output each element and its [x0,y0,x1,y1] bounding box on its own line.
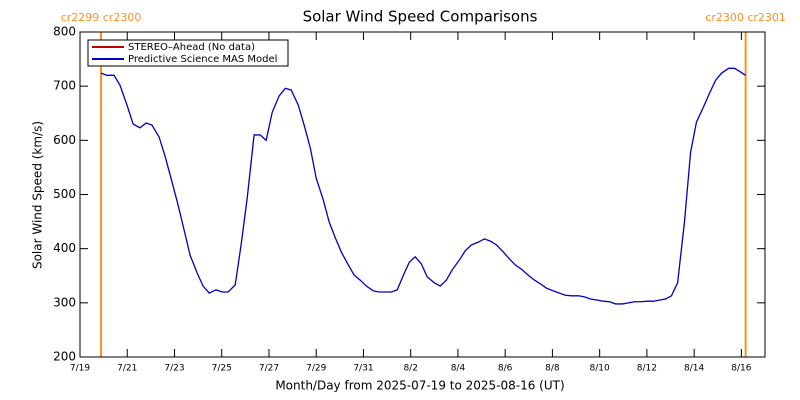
series-line [100,67,746,305]
y-tick-label: 500 [53,187,76,201]
plot-frame [79,31,766,358]
x-tick-label: 8/2 [403,364,417,374]
y-tick-label: 400 [53,241,76,255]
x-tick-label: 7/31 [353,364,373,374]
y-tick-label: 300 [53,295,76,309]
chart-title: Solar Wind Speed Comparisons [303,8,538,26]
x-tick-label: 7/25 [212,364,232,374]
legend-box [87,39,289,67]
carrington-label: cr2299 cr2300 [61,11,142,24]
x-tick-label: 8/12 [637,364,657,374]
x-tick-label: 8/14 [684,364,704,374]
legend-label: Predictive Science MAS Model [128,54,277,65]
carrington-label: cr2300 cr2301 [705,11,786,24]
x-tick-label: 8/10 [590,364,610,374]
x-tick-label: 7/23 [164,364,184,374]
x-tick-label: 7/29 [306,364,326,374]
x-tick-label: 8/4 [451,364,466,374]
x-tick-label: 7/19 [70,364,90,374]
y-tick-label: 200 [53,350,76,364]
x-axis-label: Month/Day from 2025-07-19 to 2025-08-16 … [275,379,564,393]
x-tick-label: 8/6 [498,364,513,374]
y-tick-label: 600 [53,133,76,147]
y-axis-label: Solar Wind Speed (km/s) [31,121,45,269]
x-tick-label: 7/21 [117,364,137,374]
y-tick-label: 800 [53,25,76,39]
x-tick-label: 7/27 [259,364,279,374]
x-tick-label: 8/16 [731,364,751,374]
y-tick-label: 700 [53,79,76,93]
legend-label: STEREO–Ahead (No data) [128,42,255,53]
x-tick-label: 8/8 [545,364,560,374]
